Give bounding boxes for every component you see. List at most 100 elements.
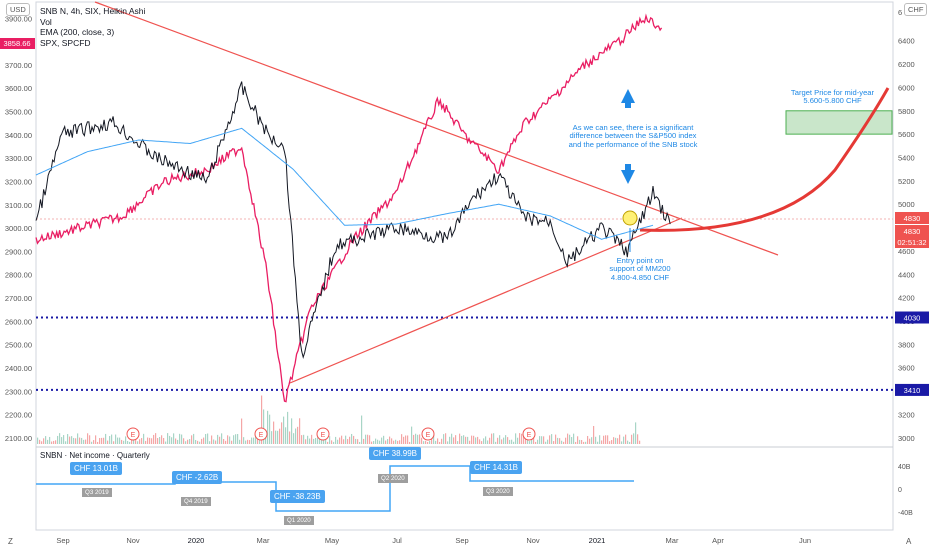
volume-bar <box>453 437 455 444</box>
volume-bar <box>347 439 349 444</box>
volume-bar <box>507 437 509 444</box>
volume-bar <box>69 436 71 444</box>
volume-bar <box>633 433 635 444</box>
income-quarter-q4-2019: Q4 2019 <box>181 497 211 506</box>
volume-bar <box>279 428 281 444</box>
volume-bar <box>543 436 545 444</box>
plot-frame <box>35 1 894 531</box>
volume-bar <box>331 440 333 444</box>
legend-ema[interactable]: EMA (200, close, 3) <box>40 27 115 37</box>
currency-badge-usd[interactable]: USD <box>6 3 30 16</box>
chf-badge[interactable]: CHF <box>904 3 928 16</box>
volume-bar <box>467 436 469 444</box>
price-tag-3410-bg <box>895 383 929 396</box>
volume-bar <box>335 436 337 444</box>
volume-bar <box>145 440 147 444</box>
volume-bar <box>393 440 395 444</box>
up-arrow-icon <box>621 89 635 108</box>
volume-bar <box>137 441 139 444</box>
volume-bar <box>459 433 461 444</box>
volume-bar <box>207 433 209 444</box>
volume-bar <box>623 436 625 444</box>
income-value-q3-2020[interactable]: CHF 14.31B <box>470 461 523 474</box>
volume-bar <box>389 436 391 444</box>
volume-bar <box>541 436 543 444</box>
volume-bar <box>559 438 561 444</box>
usd-badge[interactable]: USD <box>6 3 30 16</box>
volume-bar <box>267 410 269 444</box>
volume-bar <box>343 439 345 444</box>
left-price-tag-bg <box>0 38 35 49</box>
volume-bar <box>169 435 171 444</box>
volume-bar <box>281 422 283 444</box>
volume-bar <box>105 433 107 444</box>
legend-vol[interactable]: Vol <box>40 16 52 27</box>
volume-bar <box>297 426 299 444</box>
volume-bar <box>327 441 329 444</box>
volume-bar <box>317 437 319 444</box>
volume-bar <box>195 439 197 444</box>
volume-bar <box>271 431 273 444</box>
volume-bar <box>299 418 301 444</box>
earnings-marker-label: E <box>259 432 264 439</box>
volume-bar <box>437 438 439 444</box>
currency-badge-chf[interactable]: CHF <box>904 3 928 16</box>
income-value-q2-2020[interactable]: CHF 38.99B <box>369 447 422 460</box>
volume-bar <box>123 440 125 444</box>
difference-line-1: As we can see, there is a significant <box>572 123 694 132</box>
series-line-spx-spcfd <box>35 13 663 403</box>
price-tag-4830a-bg <box>895 212 929 224</box>
volume-bar <box>575 441 577 444</box>
income-quarter-q3-2020: Q3 2020 <box>483 487 513 496</box>
entry-annotation: Entry point on support of MM200 4.800-4.… <box>605 256 675 282</box>
volume-bar <box>65 441 67 444</box>
volume-bar <box>629 441 631 444</box>
left-axis-tick: 2600.00 <box>5 317 32 326</box>
volume-bar <box>175 438 177 444</box>
volume-bar <box>345 435 347 444</box>
volume-bar <box>117 437 119 444</box>
timezone-z[interactable]: Z <box>8 537 13 546</box>
volume-bar <box>181 434 183 444</box>
auto-scale-a[interactable]: A <box>906 537 912 546</box>
x-axis-tick: 2020 <box>188 536 205 545</box>
volume-bar <box>59 433 61 444</box>
price-tag-4830b-bg <box>895 225 929 237</box>
series-line-snb-n <box>35 81 671 360</box>
price-tag-3410: 3410 <box>904 386 921 395</box>
income-value-q3-2019[interactable]: CHF 13.01B <box>70 462 123 475</box>
volume-bar <box>255 436 257 444</box>
volume-bar <box>125 436 127 444</box>
volume-bar <box>161 435 163 444</box>
down-arrow-icon <box>621 164 635 184</box>
volume-bar <box>465 436 467 444</box>
volume-bar <box>79 437 81 444</box>
volume-bar <box>451 433 453 444</box>
volume-bar <box>269 414 271 444</box>
x-axis-tick: Apr <box>712 536 724 545</box>
volume-bar <box>89 435 91 444</box>
volume-bar <box>183 438 185 444</box>
legend-spx[interactable]: SPX, SPCFD <box>40 37 91 48</box>
volume-bar <box>173 433 175 444</box>
volume-bar <box>309 438 311 444</box>
volume-bar <box>555 434 557 444</box>
volume-bar <box>43 438 45 444</box>
volume-bar <box>395 439 397 444</box>
income-value-q4-2019[interactable]: CHF -2.62B <box>172 471 223 484</box>
volume-bar <box>417 434 419 444</box>
volume-bar <box>109 436 111 444</box>
volume-bar <box>351 433 353 444</box>
volume-bar <box>311 434 313 444</box>
volume-bar <box>487 440 489 444</box>
volume-bar <box>605 435 607 444</box>
volume-bar <box>63 435 65 444</box>
income-pane-title[interactable]: SNBN · Net income · Quarterly <box>40 451 150 460</box>
legend-symbol[interactable]: SNB N, 4h, SIX, Heikin Ashi <box>40 6 146 16</box>
volume-bar <box>179 433 181 444</box>
income-value-q1-2020[interactable]: CHF -38.23B <box>270 490 325 503</box>
volume-bar <box>357 439 359 444</box>
price-tag-4830a: 4830 <box>904 214 921 223</box>
left-axis-tick: 2900.00 <box>5 247 32 256</box>
